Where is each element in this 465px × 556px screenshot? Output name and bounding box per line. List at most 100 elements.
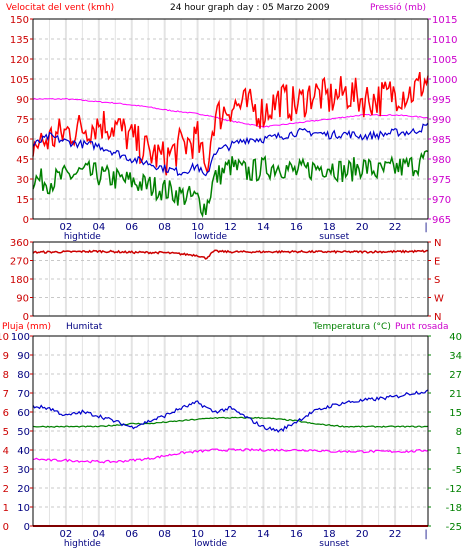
wind-direction-line xyxy=(32,249,429,260)
p2-left-tick-label: 360 xyxy=(10,238,29,249)
pressure-axis-label: Pressió (mb) xyxy=(370,2,426,13)
p2-left-tick-label: 90 xyxy=(16,294,29,305)
p3-rain-tick-label: 9 xyxy=(3,351,9,362)
p3-temp-tick-label: 40 xyxy=(449,332,462,343)
p3-temp-tick-label: 8 xyxy=(456,427,462,438)
p3-humidity-tick-label: 80 xyxy=(17,370,30,381)
rain-axis-label: Pluja (mm) xyxy=(2,322,51,332)
p1-right-tick-label: 1000 xyxy=(432,75,457,86)
p1-right-tick-label: 970 xyxy=(432,195,451,206)
p3-humidity-tick-label: 100 xyxy=(11,332,30,343)
temperature-axis-label: Temperatura (°C) xyxy=(312,322,391,332)
p1-right-tick-label: 1010 xyxy=(432,35,457,46)
p3-x-tick-label: 02 xyxy=(60,529,73,540)
p3-rain-tick-label: 10 xyxy=(0,332,9,343)
wind-speed-axis-label: Velocitat del vent (kmh) xyxy=(6,3,114,13)
p1-right-tick-label: 980 xyxy=(432,155,451,166)
p3-humidity-tick-label: 0 xyxy=(24,522,30,533)
p3-humidity-tick-label: 90 xyxy=(17,351,30,362)
p3-rain-tick-label: 2 xyxy=(3,484,9,495)
p3-temp-tick-label: -18 xyxy=(446,503,462,514)
p1-left-tick-label: 105 xyxy=(10,75,29,86)
p1-right-tick-label: 975 xyxy=(432,175,451,186)
p3-temp-tick-label: -25 xyxy=(446,522,462,533)
p3-humidity-tick-label: 40 xyxy=(17,446,30,457)
p2-left-tick-label: 0 xyxy=(23,312,29,323)
p2-right-tick-label: N xyxy=(434,312,441,323)
p1-x-tick-label: 18 xyxy=(323,222,336,233)
p1-left-tick-label: 75 xyxy=(16,115,29,126)
p2-left-tick-label: 270 xyxy=(10,257,29,268)
p3-rain-tick-label: 0 xyxy=(3,522,9,533)
p2-left-tick-label: 180 xyxy=(10,275,29,286)
p3-humidity-tick-label: 60 xyxy=(17,408,30,419)
p1-left-tick-label: 30 xyxy=(16,175,29,186)
p1-x-tick-label: 04 xyxy=(92,222,105,233)
p1-x-tick-label: 08 xyxy=(158,222,171,233)
p1-x-tick-label: 20 xyxy=(356,222,369,233)
p1-event-label: lowtide xyxy=(194,232,227,242)
p1-x-tick-label: 12 xyxy=(224,222,237,233)
wind-min-line xyxy=(32,150,429,218)
p3-rain-tick-label: 3 xyxy=(3,465,9,476)
p3-rain-tick-label: 6 xyxy=(3,408,9,419)
p1-left-tick-label: 15 xyxy=(16,195,29,206)
p3-humidity-tick-label: 30 xyxy=(17,465,30,476)
p3-temp-tick-label: 1 xyxy=(456,446,462,457)
p1-x-tick-label: 22 xyxy=(389,222,402,233)
p1-x-tick-label: 10 xyxy=(191,222,204,233)
p1-x-tick-label: 02 xyxy=(60,222,73,233)
p3-rain-tick-label: 5 xyxy=(3,427,9,438)
p3-rain-tick-label: 4 xyxy=(3,446,9,457)
p2-right-tick-label: W xyxy=(434,294,444,305)
p1-left-tick-label: 135 xyxy=(10,35,29,46)
p3-x-tick-label: 16 xyxy=(290,529,303,540)
p1-left-tick-label: 60 xyxy=(16,135,29,146)
p1-x-end-mark: | xyxy=(424,222,427,233)
p1-left-tick-label: 120 xyxy=(10,55,29,66)
p1-x-tick-label: 06 xyxy=(125,222,138,233)
p3-x-tick-label: 06 xyxy=(125,529,138,540)
p1-right-tick-label: 1005 xyxy=(432,55,457,66)
p1-right-tick-label: 995 xyxy=(432,95,451,106)
p3-event-label: sunset xyxy=(319,539,349,549)
p1-event-label: hightide xyxy=(64,232,101,242)
p1-x-tick-label: 14 xyxy=(257,222,270,233)
p3-rain-tick-label: 1 xyxy=(3,503,9,514)
dewpoint-axis-label: Punt rosada xyxy=(395,322,449,332)
humidity-axis-label: Humitat xyxy=(66,322,103,332)
p3-x-tick-label: 04 xyxy=(92,529,105,540)
p3-rain-tick-label: 8 xyxy=(3,370,9,381)
wind-gust-line xyxy=(32,71,429,176)
p1-left-tick-label: 150 xyxy=(10,15,29,26)
p3-temp-tick-label: 34 xyxy=(449,351,462,362)
p1-right-tick-label: 1015 xyxy=(432,15,457,26)
p3-humidity-tick-label: 10 xyxy=(17,503,30,514)
p1-right-tick-label: 985 xyxy=(432,135,451,146)
p3-event-label: lowtide xyxy=(194,539,227,549)
wind-average-line xyxy=(32,122,429,177)
p1-x-tick-label: 16 xyxy=(290,222,303,233)
p3-x-tick-label: 10 xyxy=(191,529,204,540)
p1-right-tick-label: 990 xyxy=(432,115,451,126)
p1-right-tick-label: 965 xyxy=(432,215,451,226)
p3-temp-tick-label: 27 xyxy=(449,370,462,381)
p3-temp-tick-label: -12 xyxy=(446,484,462,495)
dewpoint-line xyxy=(33,448,429,464)
p3-humidity-tick-label: 70 xyxy=(17,389,30,400)
p3-x-tick-label: 14 xyxy=(257,529,270,540)
p1-event-label: sunset xyxy=(319,232,349,242)
chart-title: 24 hour graph day : 05 Marzo 2009 xyxy=(170,3,330,13)
p3-temp-tick-label: -5 xyxy=(452,465,462,476)
p1-left-tick-label: 45 xyxy=(16,155,29,166)
p3-rain-tick-label: 7 xyxy=(3,389,9,400)
p3-x-tick-label: 08 xyxy=(158,529,171,540)
p3-humidity-tick-label: 50 xyxy=(17,427,30,438)
p3-x-tick-label: 12 xyxy=(224,529,237,540)
p2-right-tick-label: S xyxy=(434,275,440,286)
p3-event-label: hightide xyxy=(64,539,101,549)
p1-left-tick-label: 90 xyxy=(16,95,29,106)
p3-humidity-tick-label: 20 xyxy=(17,484,30,495)
